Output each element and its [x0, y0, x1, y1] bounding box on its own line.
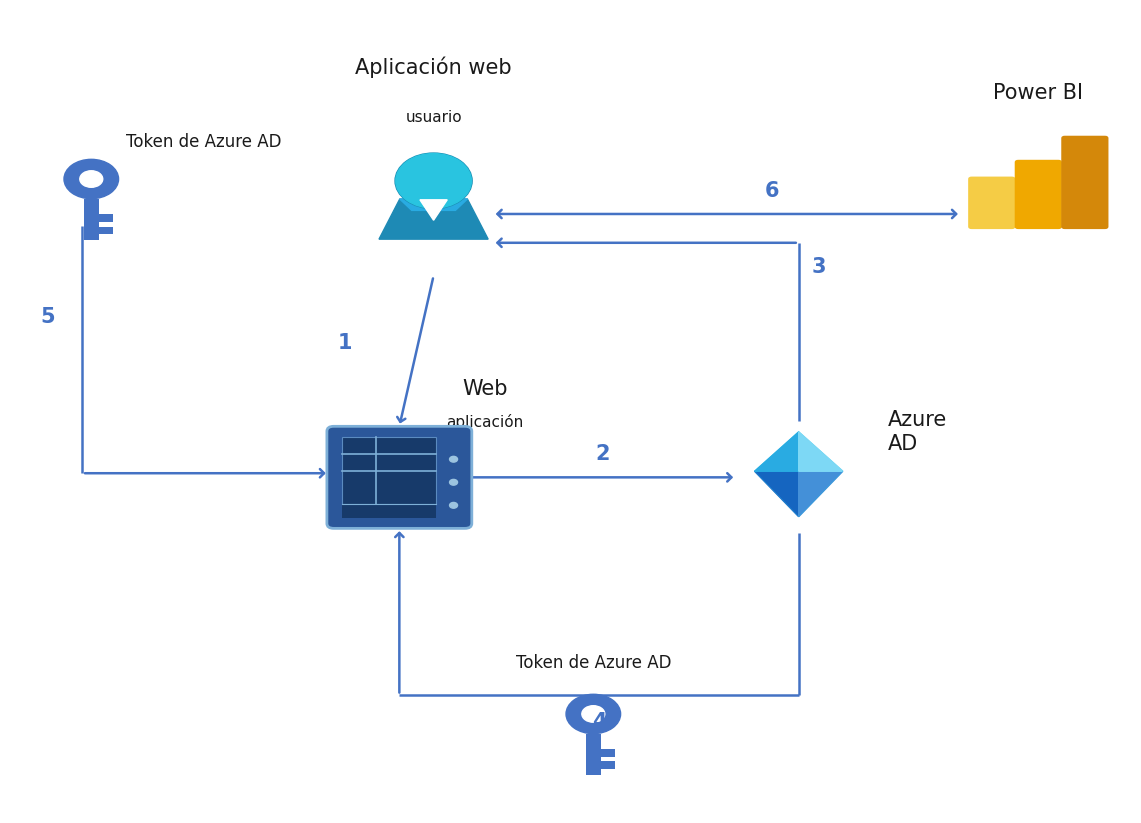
Polygon shape — [754, 472, 799, 517]
Text: Aplicación web: Aplicación web — [355, 57, 512, 78]
FancyBboxPatch shape — [600, 749, 615, 756]
Polygon shape — [414, 199, 453, 200]
FancyBboxPatch shape — [969, 177, 1015, 229]
Circle shape — [80, 170, 103, 188]
Polygon shape — [399, 199, 468, 211]
Circle shape — [450, 479, 458, 485]
Text: 3: 3 — [812, 258, 826, 277]
FancyBboxPatch shape — [326, 426, 471, 528]
Circle shape — [582, 705, 605, 723]
Circle shape — [450, 456, 458, 463]
FancyBboxPatch shape — [1014, 160, 1062, 229]
Polygon shape — [799, 472, 843, 517]
FancyBboxPatch shape — [586, 733, 600, 775]
Polygon shape — [420, 200, 447, 221]
Polygon shape — [379, 199, 488, 239]
Circle shape — [395, 153, 472, 209]
FancyBboxPatch shape — [341, 437, 436, 504]
Circle shape — [396, 154, 471, 208]
FancyBboxPatch shape — [98, 226, 113, 234]
FancyBboxPatch shape — [84, 198, 98, 240]
Text: 5: 5 — [41, 307, 55, 327]
Text: Power BI: Power BI — [994, 83, 1083, 103]
Circle shape — [64, 160, 119, 198]
FancyBboxPatch shape — [600, 761, 615, 769]
Polygon shape — [754, 432, 799, 472]
Circle shape — [566, 695, 621, 733]
FancyBboxPatch shape — [341, 504, 436, 518]
Circle shape — [450, 502, 458, 508]
Text: Web: Web — [462, 379, 508, 399]
Text: Token de Azure AD: Token de Azure AD — [126, 133, 281, 151]
Text: aplicación: aplicación — [446, 415, 524, 430]
FancyBboxPatch shape — [98, 214, 113, 221]
Text: usuario: usuario — [405, 110, 462, 125]
Text: Azure
AD: Azure AD — [888, 410, 947, 454]
Text: 2: 2 — [596, 444, 610, 464]
Text: 4: 4 — [592, 712, 606, 732]
FancyBboxPatch shape — [1061, 136, 1108, 229]
Text: 6: 6 — [766, 181, 779, 201]
Text: 1: 1 — [338, 332, 351, 353]
Text: Token de Azure AD: Token de Azure AD — [516, 654, 671, 672]
Polygon shape — [799, 432, 843, 472]
Polygon shape — [754, 432, 843, 472]
